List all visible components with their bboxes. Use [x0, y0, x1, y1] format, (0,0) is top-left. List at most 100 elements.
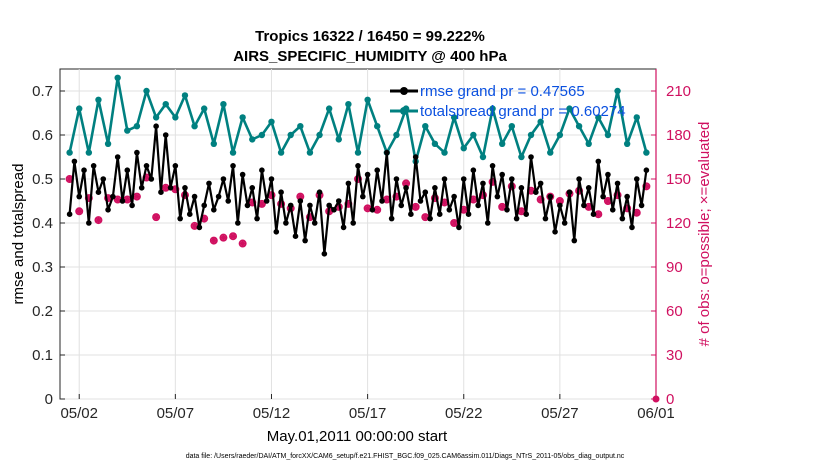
y-tick-label-left: 0: [45, 391, 53, 408]
totalspread-point: [76, 105, 83, 112]
rmse-point: [119, 198, 126, 204]
totalspread-point: [345, 101, 352, 108]
obs-evaluated-stroke: [470, 196, 477, 203]
totalspread-point: [431, 140, 439, 147]
rmse-point: [172, 163, 179, 169]
rmse-point: [436, 211, 443, 217]
totalspread-point: [306, 149, 314, 156]
rmse-point: [480, 180, 486, 187]
totalspread-point: [258, 131, 266, 139]
totalspread-point: [422, 123, 429, 130]
obs-evaluated-point: [517, 207, 526, 215]
rmse-point: [220, 176, 227, 182]
rmse-point: [465, 211, 472, 217]
totalspread-point: [479, 153, 487, 161]
rmse-point: [412, 154, 419, 160]
obs-evaluated-point: [604, 197, 612, 205]
obs-evaluated-stroke: [383, 196, 390, 203]
rmse-point: [384, 149, 390, 156]
totalspread-point: [124, 127, 131, 134]
rmse-point: [335, 198, 342, 204]
rmse-point: [605, 171, 611, 178]
x-tick-label: 05/22: [445, 405, 483, 422]
y-tick-label-right: 0: [666, 391, 674, 408]
rmse-point: [494, 193, 501, 200]
rmse-point: [393, 176, 400, 182]
obs-evaluated-stroke: [76, 208, 83, 215]
rmse-point: [249, 185, 256, 191]
obs-evaluated-point: [450, 219, 458, 227]
rmse-point: [177, 215, 183, 222]
x-tick-label: 05/17: [349, 405, 387, 422]
y-tick-label-right: 120: [666, 215, 691, 232]
rmse-point: [143, 163, 150, 169]
rmse-point: [254, 215, 260, 222]
y-tick-label-left: 0.4: [32, 215, 53, 232]
totalspread-point: [364, 96, 371, 104]
totalspread-point: [595, 114, 602, 121]
y-axis-left: 0 0.1 0.2 0.3 0.4 0.5 0.6 0.7: [32, 83, 65, 408]
rmse-point: [456, 224, 462, 231]
rmse-point: [518, 185, 525, 191]
x-tick-label: 05/07: [157, 405, 195, 422]
rmse-point: [283, 220, 289, 226]
rmse-point: [460, 176, 467, 182]
totalspread-point: [297, 123, 304, 130]
rmse-point: [326, 202, 332, 209]
y-tick-label-right: 60: [666, 303, 683, 320]
rmse-point: [278, 189, 284, 195]
rmse-point: [105, 207, 111, 213]
rmse-point: [422, 189, 429, 195]
totalspread-point: [604, 131, 612, 139]
y-axis-label-right: # of obs: o=possible; ×=evaluated: [696, 122, 713, 347]
obs-evaluated-stroke: [114, 196, 121, 203]
rmse-point: [614, 180, 621, 187]
rmse-point: [509, 176, 515, 182]
rmse-point: [292, 233, 299, 239]
totalspread-point: [470, 131, 477, 139]
rmse-point: [182, 185, 188, 191]
rmse-point: [244, 202, 251, 209]
rmse-point: [225, 198, 232, 204]
totalspread-point: [585, 140, 592, 147]
rmse-point: [259, 167, 265, 173]
legend-totalspread-marker: [400, 107, 408, 115]
obs-evaluated-point: [152, 213, 160, 221]
obs-evaluated-stroke: [143, 174, 150, 181]
totalspread-point: [566, 105, 573, 112]
totalspread-point: [325, 105, 333, 112]
rmse-point: [624, 193, 630, 200]
totalspread-point: [181, 92, 189, 99]
rmse-point: [403, 185, 409, 191]
rmse-point: [215, 193, 222, 200]
rmse-point: [566, 189, 573, 195]
rmse-point: [417, 198, 424, 204]
totalspread-point: [143, 87, 150, 95]
obs-evaluated-stroke: [153, 214, 160, 221]
rmse-point: [552, 229, 558, 235]
obs-evaluated-stroke: [374, 206, 381, 213]
rmse-point: [451, 193, 457, 200]
totalspread-point: [239, 114, 246, 121]
y-axis-right: 0 30 60 90 120 150 180 210: [651, 69, 691, 408]
rmse-point: [581, 202, 587, 209]
obs-evaluated-stroke: [527, 187, 535, 194]
rmse-point: [499, 171, 505, 178]
rmse-point: [235, 220, 241, 226]
rmse-point: [71, 158, 78, 165]
rmse-point: [100, 176, 107, 182]
rmse-point: [398, 202, 405, 209]
totalspread-point: [162, 101, 169, 108]
obs-evaluated-stroke: [220, 234, 227, 241]
rmse-point: [513, 215, 520, 222]
totalspread-point: [335, 136, 342, 143]
rmse-point: [230, 163, 236, 169]
rmse-point: [590, 211, 597, 217]
obs-evaluated-stroke: [604, 197, 612, 205]
obs-evaluated-point: [421, 213, 429, 221]
legend-rmse-label: rmse grand pr = 0.47565: [420, 83, 585, 100]
obs-evaluated-point: [75, 207, 83, 215]
obs-evaluated-point: [210, 237, 218, 245]
rmse-point: [138, 185, 145, 191]
